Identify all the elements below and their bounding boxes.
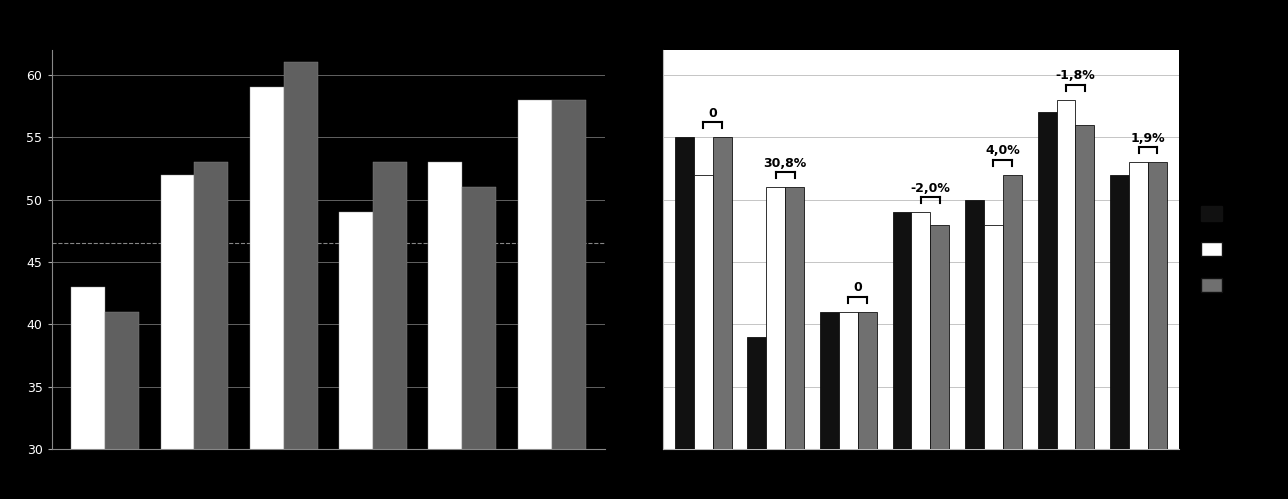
Bar [1148,162,1167,499]
Bar [1003,175,1021,499]
Bar [820,312,838,499]
Bar [912,212,930,499]
Legend: ALKU, VÄLI, LOPPU: ALKU, VÄLI, LOPPU [1195,201,1284,298]
Bar [194,162,228,499]
Bar [429,162,462,499]
Bar [106,312,139,499]
Bar [786,187,804,499]
Bar [838,312,858,499]
Bar [518,100,551,499]
Bar [1075,125,1095,499]
Bar [161,175,194,499]
Text: -1,8%: -1,8% [1056,69,1095,82]
Text: 30,8%: 30,8% [764,157,806,170]
Bar [1130,162,1148,499]
Bar [551,100,586,499]
Bar [283,62,318,499]
Bar [747,337,766,499]
Bar [930,225,949,499]
Bar [1038,112,1056,499]
Bar [712,137,732,499]
Bar [766,187,786,499]
Bar [374,162,407,499]
Text: 0: 0 [708,107,717,120]
Text: -2,0%: -2,0% [911,182,951,195]
Bar [1056,100,1075,499]
Bar [965,200,984,499]
Bar [984,225,1003,499]
Text: 0: 0 [854,281,862,294]
Text: 1,9%: 1,9% [1131,132,1166,145]
Bar [1110,175,1130,499]
Bar [675,137,694,499]
Bar [339,212,374,499]
Bar [250,87,283,499]
Bar [462,187,496,499]
Bar [694,175,712,499]
Text: 4,0%: 4,0% [985,144,1020,157]
Bar [893,212,912,499]
Bar [858,312,877,499]
Bar [71,287,106,499]
